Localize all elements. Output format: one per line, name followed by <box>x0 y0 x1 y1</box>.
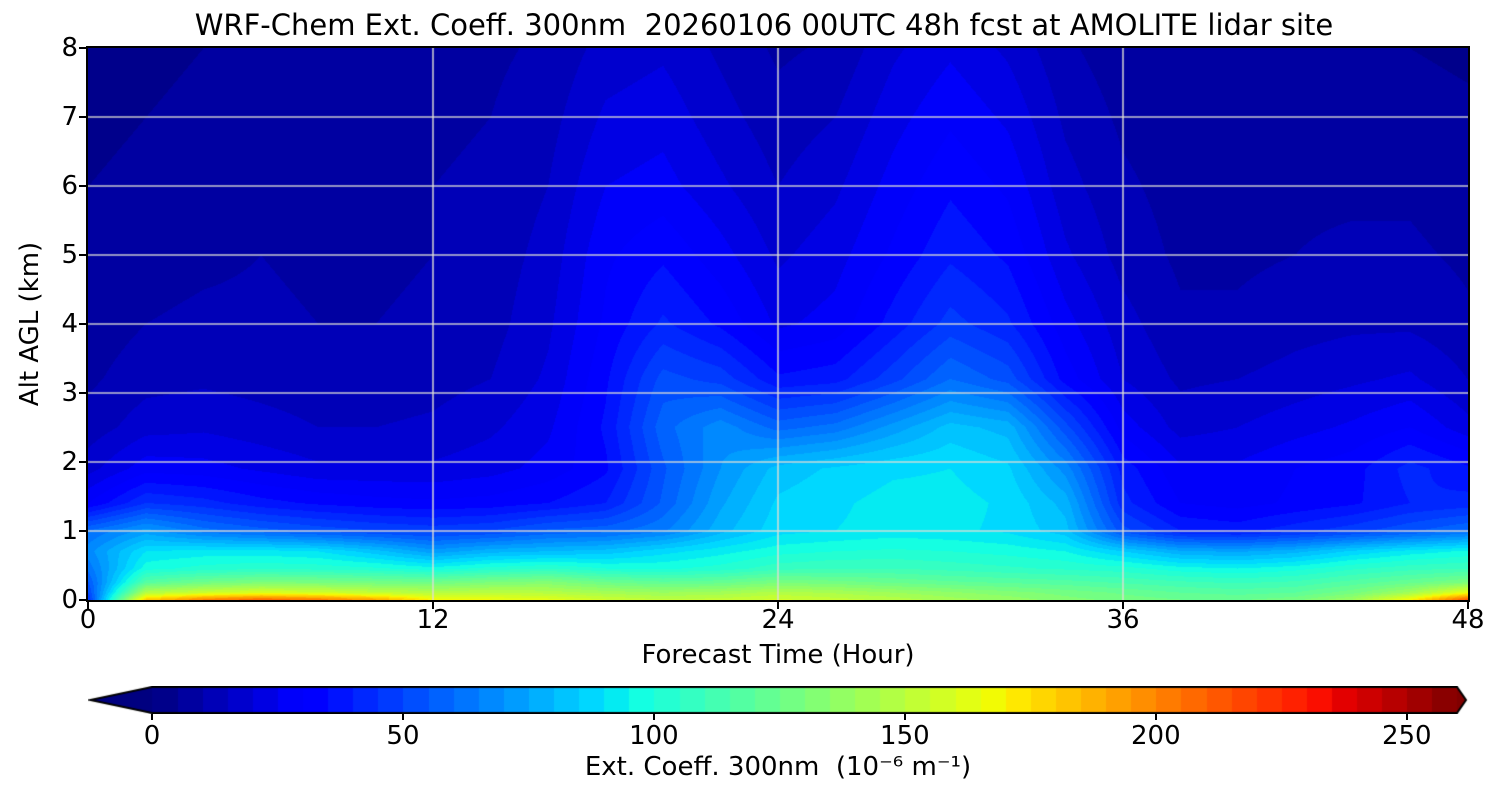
y-tick-label: 0 <box>61 585 78 615</box>
x-tick-mark <box>777 602 779 609</box>
x-tick-label: 36 <box>1106 605 1140 635</box>
heatmap-canvas <box>88 48 1468 600</box>
x-tick-mark <box>87 602 89 609</box>
y-tick-mark <box>79 530 86 532</box>
colorbar-tick-mark <box>652 714 655 720</box>
y-tick-label: 4 <box>61 309 78 339</box>
colorbar-tick-label: 150 <box>880 721 930 751</box>
x-tick-label: 12 <box>416 605 450 635</box>
y-tick-mark <box>79 185 86 187</box>
x-tick-label: 0 <box>79 605 97 635</box>
y-tick-mark <box>79 254 86 256</box>
colorbar-tick-label: 250 <box>1381 721 1432 751</box>
colorbar-label: Ext. Coeff. 300nm (10⁻⁶ m⁻¹) <box>584 752 972 782</box>
colorbar-tick-label: 50 <box>386 721 420 751</box>
y-tick-mark <box>79 47 86 49</box>
y-tick-label: 3 <box>61 378 78 408</box>
y-tick-label: 2 <box>61 447 78 477</box>
y-tick-mark <box>79 599 86 601</box>
colorbar-tick-mark <box>1405 714 1408 720</box>
colorbar-tick-mark <box>151 714 153 720</box>
y-tick-label: 8 <box>61 33 78 63</box>
y-tick-label: 1 <box>61 516 78 546</box>
y-tick-mark <box>79 461 86 463</box>
colorbar-tick-mark <box>1154 714 1157 720</box>
y-tick-mark <box>79 323 86 325</box>
y-tick-label: 5 <box>61 240 78 270</box>
colorbar-tick-label: 200 <box>1131 721 1181 751</box>
chart-title: WRF-Chem Ext. Coeff. 300nm 20260106 00UT… <box>194 8 1334 42</box>
colorbar-tick-label: 100 <box>629 721 679 751</box>
x-axis-label: Forecast Time (Hour) <box>641 640 915 670</box>
x-tick-label: 48 <box>1451 605 1485 635</box>
x-tick-label: 24 <box>761 605 795 635</box>
colorbar-canvas <box>88 686 1468 714</box>
y-tick-mark <box>79 116 86 118</box>
colorbar-tick-mark <box>903 714 906 720</box>
x-tick-mark <box>1122 602 1124 609</box>
colorbar-tick-label: 0 <box>143 721 161 751</box>
x-tick-mark <box>432 602 434 609</box>
x-tick-mark <box>1467 602 1469 609</box>
y-tick-label: 7 <box>61 102 78 132</box>
plot-area <box>86 46 1470 602</box>
y-tick-label: 6 <box>61 171 78 201</box>
y-tick-mark <box>79 392 86 394</box>
colorbar-tick-mark <box>401 714 404 720</box>
